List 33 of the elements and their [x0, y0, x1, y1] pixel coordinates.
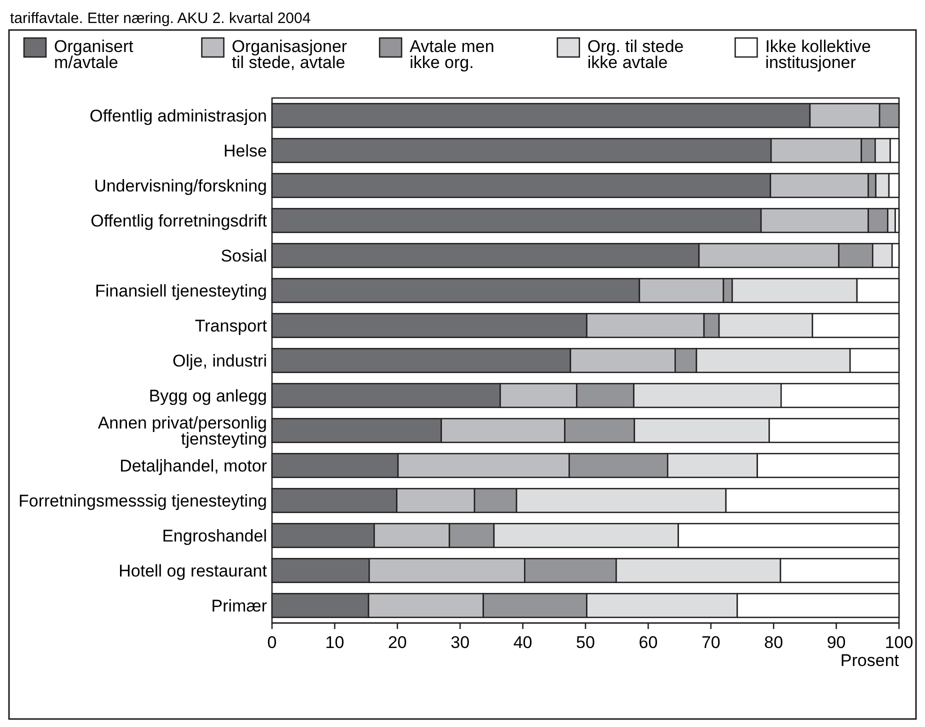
y-tick-label: Sosial	[220, 246, 267, 266]
y-tick-label: Hotell og restaurant	[118, 562, 268, 580]
x-tick-label: 70	[701, 633, 720, 652]
x-tick-label: 10	[325, 633, 344, 652]
x-tick-label: 30	[450, 633, 470, 652]
x-tick-label: 20	[388, 633, 407, 652]
legend-label: Organisasjoner til stede, avtale	[232, 37, 348, 72]
y-tick-label: Olje, industri	[172, 352, 267, 370]
y-tick-label: Transport	[194, 316, 268, 336]
y-tick-label: Offentlig administrasjon	[90, 106, 267, 126]
y-tick-label: Finansiell tjenesteyting	[95, 282, 267, 300]
legend-label: Org. til stede ikke avtale	[587, 37, 684, 72]
y-tick-label: Engroshandel	[162, 526, 267, 546]
y-tick-label: Detaljhandel, motor	[120, 456, 268, 476]
legend-label: Organisert m/avtale	[54, 37, 134, 72]
chart-title: tariffavtale. Etter næring. AKU 2. kvartal 2004	[10, 10, 311, 27]
x-tick-label: 80	[764, 633, 784, 652]
y-tick-label: Undervisning/forskning	[94, 176, 267, 196]
x-tick-label: 90	[826, 633, 846, 652]
y-tick-label: Bygg og anlegg	[148, 386, 267, 406]
x-tick-label: 50	[576, 633, 595, 652]
x-tick-label: 40	[513, 633, 532, 652]
x-axis-title: Prosent	[840, 651, 900, 670]
y-tick-label: Forretningsmesssig tjenesteyting	[18, 492, 267, 510]
legend-label: Avtale men ikke org.	[410, 37, 494, 72]
y-tick-label: Annen privat/personlig tjensteyting	[98, 414, 267, 448]
y-tick-label: Offentlig forretningsdrift	[90, 212, 268, 230]
y-tick-label: Primær	[211, 596, 268, 616]
y-tick-label: Helse	[224, 142, 267, 160]
x-tick-label: 0	[267, 633, 277, 652]
legend-label: Ikke kollektive institusjoner	[765, 37, 872, 72]
x-tick-label: 100	[884, 633, 914, 652]
x-tick-label: 60	[638, 633, 658, 652]
